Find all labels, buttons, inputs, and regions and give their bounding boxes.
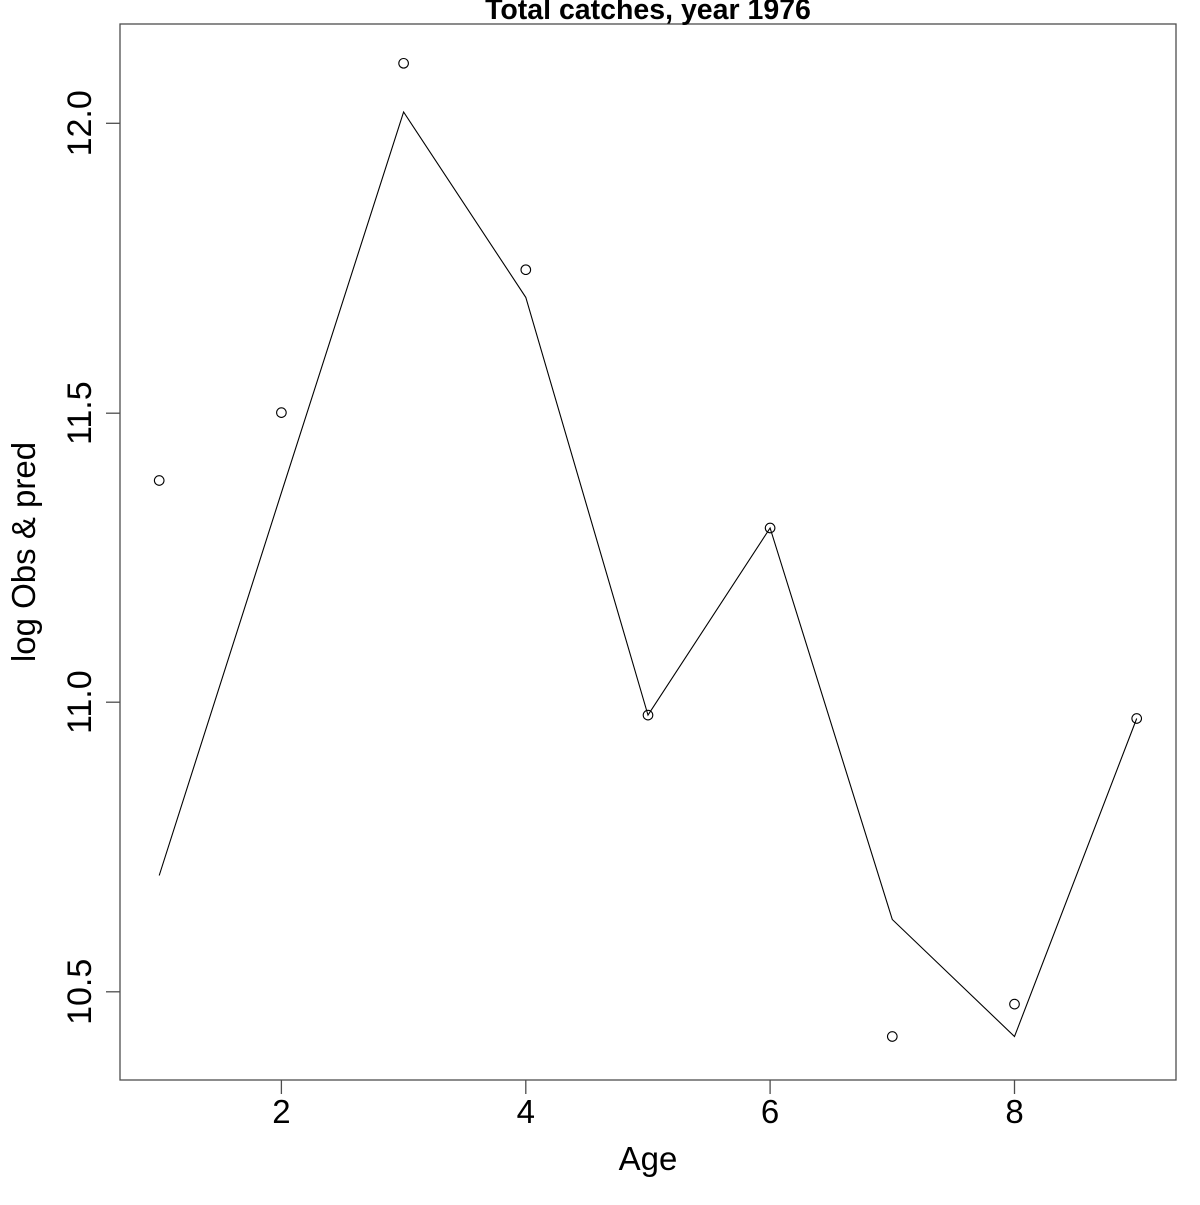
svg-text:Total catches, year 1976: Total catches, year 1976 xyxy=(485,0,811,26)
svg-text:11.0: 11.0 xyxy=(61,670,99,734)
svg-text:12.0: 12.0 xyxy=(61,90,99,156)
svg-text:2: 2 xyxy=(272,1093,290,1130)
svg-text:8: 8 xyxy=(1005,1093,1023,1130)
svg-text:6: 6 xyxy=(761,1093,779,1130)
svg-text:log Obs & pred: log Obs & pred xyxy=(5,442,42,662)
svg-text:Age: Age xyxy=(619,1140,678,1177)
svg-text:10.5: 10.5 xyxy=(61,959,99,1025)
svg-text:11.5: 11.5 xyxy=(61,381,99,445)
svg-text:4: 4 xyxy=(517,1093,535,1130)
